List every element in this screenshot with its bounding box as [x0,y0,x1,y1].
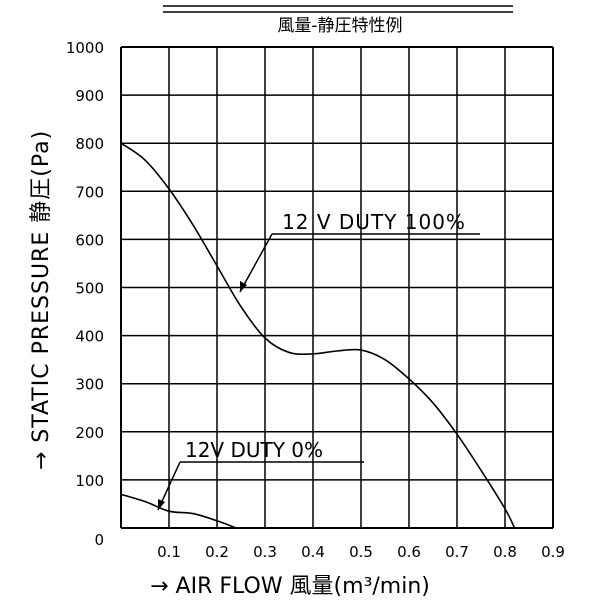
y-tick-label: 200 [75,424,104,442]
y-tick-label: 1000 [66,39,104,57]
y-tick-label: 900 [75,87,104,105]
y-tick-label: 500 [75,280,104,298]
grid [120,46,554,529]
x-tick-labels: 0.1 0.2 0.3 0.4 0.5 0.6 0.7 0.8 0.9 [157,543,565,561]
y-axis-label: → STATIC PRESSURE 静圧(Pa) [29,130,54,470]
x-tick-label: 0.4 [301,543,325,561]
series-label-100: 12 V DUTY 100% [239,210,480,293]
y-tick-labels: 0 100 200 300 400 500 600 700 800 900 1000 [66,39,104,549]
x-tick-label: 0.9 [541,543,565,561]
x-tick-label: 0.7 [445,543,469,561]
y-tick-label: 600 [75,231,104,249]
x-tick-label: 0.1 [157,543,181,561]
x-tick-label: 0.8 [493,543,517,561]
series-label-0-text: 12V DUTY 0% [185,438,323,462]
curves [120,142,516,529]
series-label-0: 12V DUTY 0% [157,438,364,511]
series-label-0-arrowhead [158,499,165,510]
x-tick-label: 0.2 [205,543,229,561]
series-label-100-arrowhead [240,281,247,292]
y-tick-label: 0 [94,531,104,549]
y-tick-label: 400 [75,328,104,346]
y-tick-label: 300 [75,376,104,394]
x-tick-label: 0.5 [349,543,373,561]
x-axis-label: → AIR FLOW 風量(m³/min) [150,574,430,599]
y-tick-label: 700 [75,183,104,201]
y-tick-label: 800 [75,135,104,153]
series-line-1 [120,493,237,529]
series-label-100-leader [239,233,273,293]
x-tick-label: 0.6 [397,543,421,561]
series-line-0 [120,142,516,529]
chart-title: 風量-静圧特性例 [277,16,402,36]
series-label-100-text: 12 V DUTY 100% [282,210,466,234]
y-tick-label: 100 [75,472,104,490]
x-tick-label: 0.3 [253,543,277,561]
